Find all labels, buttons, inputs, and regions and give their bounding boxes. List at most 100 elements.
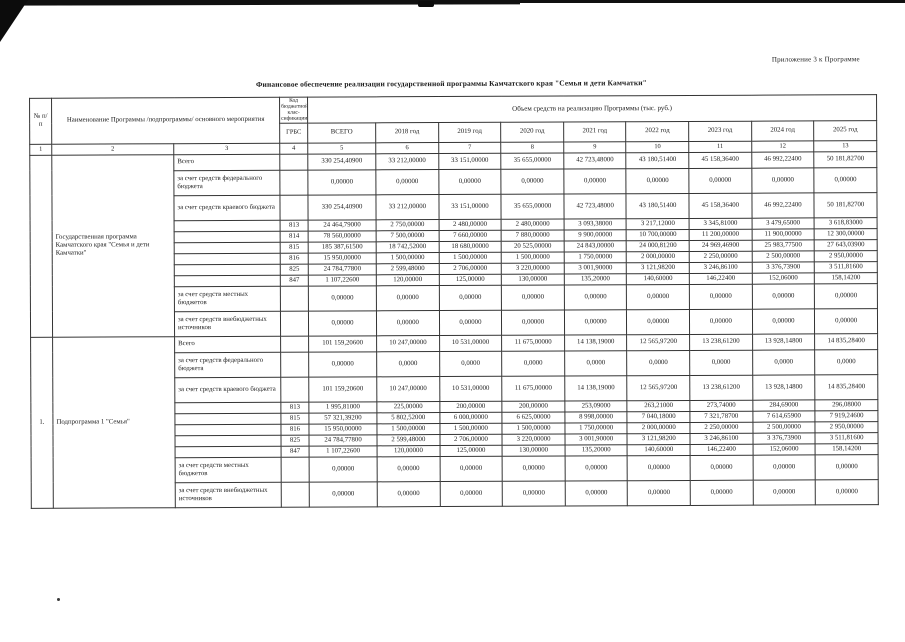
year-header-cell: 2020 год [500, 121, 564, 142]
value-cell: 0,00000 [627, 455, 691, 481]
value-cell: 0,00000 [626, 168, 690, 194]
value-cell: 2 750,00000 [376, 219, 439, 231]
value-cell: 24 000,81200 [626, 240, 690, 252]
value-cell: 1 750,00000 [564, 251, 627, 263]
grbs-code-cell: 815 [280, 241, 309, 253]
year-header-cell: 2018 год [375, 122, 439, 143]
value-cell: 20 525,00000 [501, 240, 565, 252]
value-cell: 2 599,48000 [377, 434, 440, 446]
value-cell: 2 250,00000 [690, 421, 753, 434]
grbs-code-cell [280, 285, 309, 311]
value-cell: 7 500,00000 [376, 230, 439, 242]
grbs-code-cell: 813 [280, 219, 309, 231]
value-cell: 2 500,00000 [752, 421, 816, 433]
grbs-code-cell: 847 [280, 274, 309, 286]
column-number-cell: 4 [279, 142, 308, 154]
row-label-cell: за счет средств краевого бюджета [173, 194, 281, 221]
value-cell: 50 181,82700 [814, 151, 877, 168]
row-label-cell [174, 241, 281, 254]
value-cell: 0,00000 [308, 285, 377, 311]
value-cell: 0,00000 [309, 481, 378, 507]
grbs-code-cell: 816 [280, 252, 309, 264]
grbs-code-cell: 825 [281, 434, 310, 446]
value-cell: 0,00000 [814, 167, 877, 193]
value-cell: 0,00000 [307, 169, 376, 195]
value-cell: 2 250,00000 [689, 250, 752, 263]
value-cell: 0,00000 [376, 285, 440, 311]
value-cell: 120,00000 [376, 274, 439, 286]
value-cell: 185 387,61500 [308, 241, 377, 253]
year-header-cell: 2022 год [626, 121, 689, 142]
value-cell: 24 464,79000 [308, 219, 377, 231]
value-cell: 330 254,40900 [307, 194, 377, 220]
row-label-cell: за счет средств внебюджетных источников [175, 481, 282, 508]
value-cell: 0,0000 [376, 351, 440, 377]
value-cell: 135,20000 [564, 444, 628, 456]
value-cell: 33 212,00000 [375, 194, 439, 220]
value-cell: 0,00000 [501, 309, 565, 335]
value-cell: 120,00000 [377, 445, 440, 457]
value-cell: 0,00000 [689, 308, 753, 335]
value-cell: 13 928,14800 [752, 333, 815, 350]
scan-blob-artifact [418, 1, 434, 7]
value-cell: 152,06000 [751, 272, 815, 284]
value-cell: 3 121,98200 [627, 433, 691, 445]
value-cell: 125,00000 [438, 273, 502, 286]
row-label-cell: за счет средств федерального бюджета [173, 169, 280, 196]
value-cell: 0,00000 [564, 309, 628, 335]
value-cell: 0,00000 [439, 455, 503, 482]
value-cell: 27 643,03900 [814, 239, 878, 251]
value-cell: 0,00000 [752, 308, 815, 334]
value-cell: 3 345,81000 [689, 217, 752, 230]
column-number-cell: 12 [751, 140, 815, 152]
value-cell: 33 151,00000 [438, 193, 502, 220]
value-cell: 0,00000 [308, 351, 377, 377]
year-header-cell: 2024 год [751, 120, 815, 141]
header-col-code: Код бюджетной клас-сификации [279, 97, 308, 123]
value-cell: 0,00000 [626, 309, 690, 335]
value-cell: 152,06000 [752, 443, 816, 455]
value-cell: 7 919,24600 [815, 410, 878, 422]
column-number-cell: 6 [375, 142, 439, 154]
value-cell: 0,00000 [690, 454, 753, 481]
column-number-cell: 13 [814, 140, 877, 152]
value-cell: 78 560,00000 [308, 230, 377, 242]
grbs-code-cell [281, 456, 310, 482]
value-cell: 3 246,86100 [690, 432, 753, 445]
year-header-cell: 2021 год [563, 121, 627, 142]
row-label-cell [174, 263, 281, 276]
value-cell: 14 835,28400 [814, 333, 878, 350]
value-cell: 0,00000 [751, 167, 815, 193]
value-cell: 0,0000 [752, 349, 816, 375]
value-cell: 3 246,86100 [689, 261, 752, 274]
value-cell: 2 706,00000 [439, 433, 503, 446]
row-label-cell: за счет средств федерального бюджета [174, 351, 281, 378]
value-cell: 0,00000 [688, 167, 752, 194]
value-cell: 1 500,00000 [439, 422, 503, 435]
value-cell: 3 001,90000 [564, 262, 627, 274]
grbs-code-cell [280, 351, 309, 377]
value-cell: 7 660,00000 [438, 229, 502, 242]
value-cell: 0,00000 [502, 455, 566, 481]
value-cell: 0,00000 [438, 284, 502, 311]
table-header: № п/п Наименование Программы /подпрограм… [29, 94, 877, 155]
value-cell: 3 618,83000 [814, 217, 878, 229]
value-cell: 2 950,00000 [815, 421, 878, 433]
value-cell: 7 321,78700 [689, 410, 753, 423]
appendix-note: Приложение 3 к Программе [771, 55, 860, 64]
value-cell: 135,20000 [564, 273, 627, 285]
value-cell: 1 500,00000 [502, 422, 565, 434]
value-cell: 1 500,00000 [376, 423, 440, 435]
header-col-volume: Объем средств на реализацию Программы (т… [307, 94, 877, 123]
year-header-cell: ВСЕГО [307, 122, 376, 143]
value-cell: 0,00000 [501, 284, 565, 310]
row-label-cell [174, 401, 281, 414]
row-label-cell: за счет средств местных бюджетов [174, 285, 281, 312]
value-cell: 7 614,65900 [752, 410, 816, 422]
grbs-code-cell [280, 335, 309, 352]
value-cell: 1 107,22600 [308, 274, 377, 286]
value-cell: 253,09000 [564, 400, 628, 412]
value-cell: 14 138,19000 [564, 334, 628, 351]
value-cell: 0,00000 [377, 481, 440, 507]
value-cell: 0,00000 [689, 283, 753, 310]
